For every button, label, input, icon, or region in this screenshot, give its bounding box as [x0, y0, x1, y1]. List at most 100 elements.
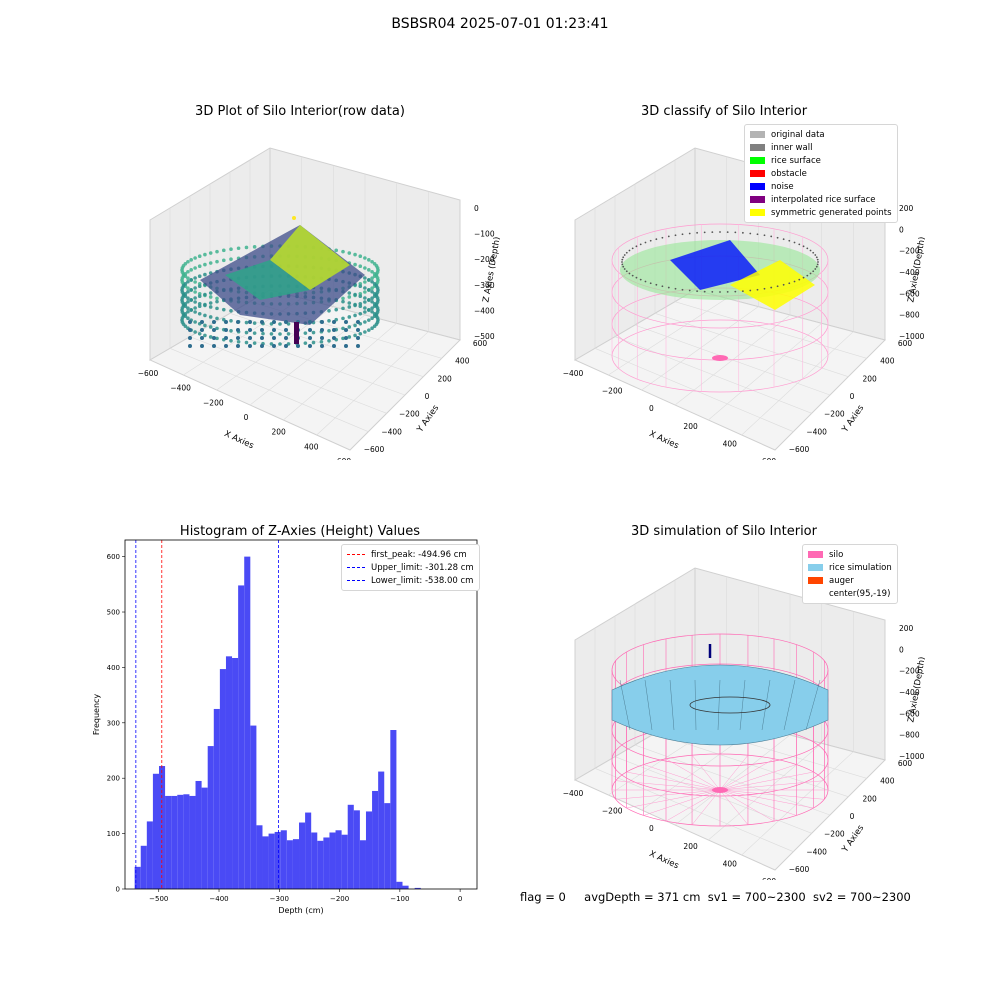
legend-label: Lower_limit: -538.00 cm: [371, 575, 474, 586]
wall-point: [367, 258, 371, 262]
floor-point: [320, 336, 324, 340]
noise-area: [670, 240, 760, 290]
floor-point: [224, 328, 228, 332]
x-tick-label: 200: [683, 842, 698, 851]
wall-point: [370, 286, 374, 291]
wall-point: [639, 278, 642, 281]
z-tick-label: −600: [899, 709, 920, 718]
floor-point: [308, 320, 312, 324]
wall-point: [193, 266, 197, 270]
wall-point: [782, 283, 785, 286]
y-tick-label: 600: [898, 339, 913, 348]
status-footer: flag = 0 avgDepth = 371 cm sv1 = 700~230…: [520, 890, 911, 904]
wall-point: [741, 290, 744, 293]
wall-point: [327, 318, 331, 323]
wall-point: [353, 262, 357, 267]
floor-point: [188, 328, 192, 332]
floor-point: [224, 336, 228, 340]
wall-point: [363, 306, 367, 310]
wall-point: [353, 292, 357, 297]
y-tick-label: 0: [116, 886, 120, 894]
floor-point: [284, 320, 288, 324]
wall-point: [197, 274, 202, 279]
z-axis-label: Z Axies (Depth): [481, 236, 500, 303]
wall-point: [208, 291, 213, 295]
x-tick-label: −400: [563, 789, 584, 798]
x-axis-label: X Axies: [648, 849, 681, 872]
wall-point: [681, 233, 684, 236]
wall-point: [347, 335, 352, 339]
wall-point: [286, 342, 291, 346]
wall-point: [816, 258, 819, 261]
wall-point: [375, 266, 380, 270]
wall-point: [193, 320, 197, 324]
wall-point: [749, 289, 752, 292]
legend-item: noise: [750, 180, 892, 193]
wall-point: [197, 291, 202, 296]
histogram-bar: [225, 656, 233, 889]
legend-swatch: [750, 131, 765, 138]
floor-point: [212, 336, 216, 340]
histogram-bar: [402, 885, 409, 889]
histogram-bar: [274, 831, 281, 889]
floor-point: [248, 336, 252, 340]
wall-point: [193, 306, 197, 310]
wall-point: [367, 298, 371, 302]
wall-point: [802, 245, 805, 248]
wall-point: [363, 310, 367, 314]
wall-point: [363, 266, 367, 270]
z-tick-label: −400: [899, 268, 920, 277]
legend-item: original data: [750, 128, 892, 141]
figure-title: BSBSR04 2025-07-01 01:23:41: [391, 16, 609, 32]
histogram-bar: [292, 839, 300, 889]
wall-point: [203, 252, 207, 257]
plot-frame: [124, 539, 478, 890]
bottom-center: [712, 787, 728, 793]
wall-point: [674, 287, 677, 290]
wall-point: [817, 261, 819, 263]
wall-point: [186, 276, 190, 281]
wall-point: [208, 335, 213, 339]
wall-point: [635, 245, 638, 248]
legend-label: first_peak: -494.96 cm: [371, 549, 467, 560]
floor-point: [188, 336, 192, 340]
wall-point: [815, 265, 818, 268]
z-tick-label: 200: [899, 204, 914, 213]
wall-point: [303, 331, 308, 335]
y-tick-label: −400: [806, 427, 827, 436]
legend-item: auger: [808, 574, 892, 587]
histogram-bar: [152, 773, 159, 889]
classify-legend: original data inner wall rice surface obsta…: [744, 124, 898, 223]
wall-point: [186, 309, 190, 314]
silo-floor-spoke: [719, 789, 814, 809]
wall-point: [186, 286, 190, 291]
y-tick-label: 600: [107, 553, 120, 561]
wall-point: [215, 296, 219, 301]
wall-point: [193, 300, 197, 304]
silo-floor-spoke: [691, 755, 721, 791]
floor-point: [248, 344, 252, 348]
wall-point: [363, 290, 367, 294]
wall-point: [189, 308, 193, 312]
floor-point: [296, 344, 300, 348]
wall-point: [358, 331, 363, 336]
legend-label: interpolated rice surface: [771, 194, 876, 205]
wall-point: [183, 311, 188, 316]
y-tick-label: 0: [850, 392, 855, 401]
wall-point: [358, 264, 363, 269]
histogram-bar: [207, 746, 214, 889]
wall-point: [621, 261, 623, 263]
y-tick-label: 200: [438, 374, 453, 383]
wall-point: [197, 294, 202, 299]
y-tick-label: 400: [880, 357, 895, 366]
wall-point: [628, 272, 631, 275]
floor-point: [332, 336, 336, 340]
surface-mesh: [805, 679, 821, 731]
wall-point: [197, 254, 202, 259]
histogram-bar: [365, 811, 373, 889]
wall-point: [229, 247, 233, 252]
simulation-plot-title: 3D simulation of Silo Interior: [631, 524, 817, 539]
wall-point: [229, 257, 233, 262]
floor-point: [224, 344, 228, 348]
x-tick-label: 600: [337, 457, 352, 460]
